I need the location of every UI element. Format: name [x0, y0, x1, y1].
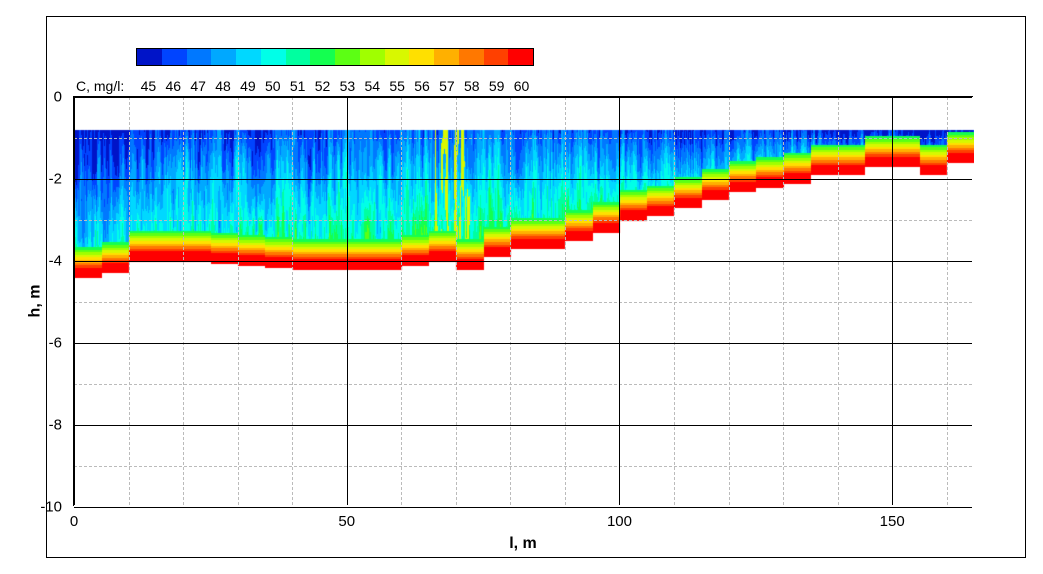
colorbar-tick-label: 52 — [315, 78, 331, 94]
colorbar-tick-label: 47 — [190, 78, 206, 94]
grid-minor-h — [74, 466, 972, 467]
colorbar-segment — [137, 49, 162, 65]
grid-minor-v — [456, 97, 457, 505]
colorbar-tick-label: 50 — [265, 78, 281, 94]
colorbar-segment — [261, 49, 286, 65]
y-tick-label: -4 — [49, 253, 62, 270]
colorbar-segment — [187, 49, 212, 65]
grid-major-h — [74, 425, 972, 426]
colorbar-segment — [434, 49, 459, 65]
grid-minor-h — [74, 220, 972, 221]
grid-minor-v — [838, 97, 839, 505]
colorbar-segment — [162, 49, 187, 65]
grid-major-h — [74, 97, 972, 98]
grid-major-v — [619, 97, 620, 505]
x-tick-label: 0 — [70, 513, 78, 530]
colorbar-tick-label: 57 — [439, 78, 455, 94]
grid-minor-h — [74, 384, 972, 385]
grid-minor-v — [129, 97, 130, 505]
colorbar-tick-label: 58 — [464, 78, 480, 94]
x-tick-label: 50 — [338, 513, 355, 530]
colorbar-tick-label: 60 — [514, 78, 530, 94]
colorbar-segment — [459, 49, 484, 65]
x-axis-label: l, m — [509, 535, 537, 553]
colorbar-tick-label: 51 — [290, 78, 306, 94]
grid-minor-v — [729, 97, 730, 505]
grid-minor-v — [947, 97, 948, 505]
grid-major-v — [74, 97, 75, 505]
colorbar-tick-label: 56 — [414, 78, 430, 94]
grid-major-h — [74, 179, 972, 180]
grid-minor-v — [401, 97, 402, 505]
grid-minor-v — [292, 97, 293, 505]
grid-major-v — [892, 97, 893, 505]
y-tick-label: -10 — [40, 499, 62, 516]
colorbar — [136, 48, 534, 66]
colorbar-tick-label: 46 — [166, 78, 182, 94]
colorbar-segment — [211, 49, 236, 65]
y-tick-label: -6 — [49, 335, 62, 352]
grid-minor-h — [74, 302, 972, 303]
grid-major-h — [74, 507, 972, 508]
grid-minor-v — [783, 97, 784, 505]
grid-minor-v — [238, 97, 239, 505]
y-tick-label: -2 — [49, 171, 62, 188]
colorbar-tick-label: 48 — [215, 78, 231, 94]
colorbar-segment — [484, 49, 509, 65]
x-tick-label: 150 — [880, 513, 905, 530]
grid-minor-v — [183, 97, 184, 505]
grid-minor-v — [510, 97, 511, 505]
colorbar-tick-label: 55 — [389, 78, 405, 94]
colorbar-tick-label: 53 — [340, 78, 356, 94]
colorbar-tick-label: 45 — [141, 78, 157, 94]
y-tick-label: 0 — [54, 89, 62, 106]
grid-minor-v — [674, 97, 675, 505]
colorbar-segment — [236, 49, 261, 65]
grid-major-h — [74, 261, 972, 262]
grid-minor-v — [565, 97, 566, 505]
colorbar-segment — [385, 49, 410, 65]
colorbar-segment — [335, 49, 360, 65]
colorbar-segment — [508, 49, 533, 65]
x-tick-label: 100 — [607, 513, 632, 530]
grid-major-h — [74, 343, 972, 344]
colorbar-segment — [409, 49, 434, 65]
colorbar-segment — [286, 49, 311, 65]
colorbar-segment — [360, 49, 385, 65]
colorbar-tick-label: 49 — [240, 78, 256, 94]
grid-minor-h — [74, 138, 972, 139]
plot-area: l, m h, m 0501001500-2-4-6-8-10 — [73, 96, 973, 506]
grid-major-v — [347, 97, 348, 505]
colorbar-tick-label: 59 — [489, 78, 505, 94]
y-tick-label: -8 — [49, 417, 62, 434]
colorbar-title: C, mg/l: — [76, 78, 124, 94]
colorbar-tick-label: 54 — [365, 78, 381, 94]
y-axis-label: h, m — [26, 285, 44, 318]
colorbar-segment — [310, 49, 335, 65]
